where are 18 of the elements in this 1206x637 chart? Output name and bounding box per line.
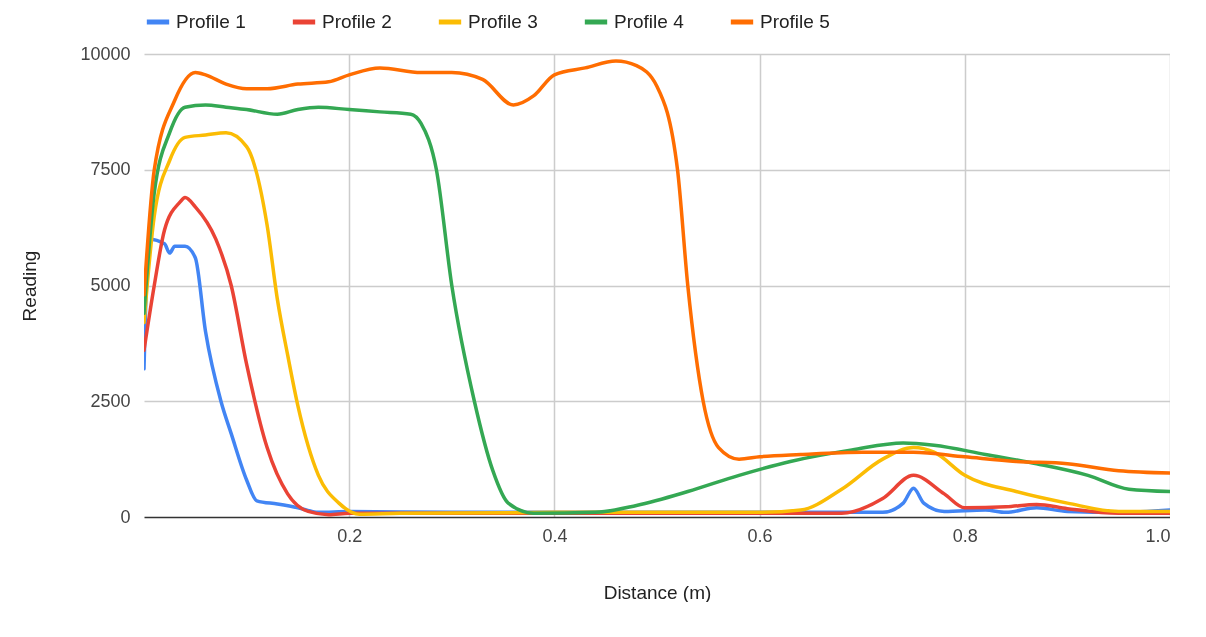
legend-label: Profile 2 xyxy=(322,11,392,32)
x-tick-label: 0.2 xyxy=(337,525,363,546)
legend-label: Profile 4 xyxy=(614,11,685,32)
line-series xyxy=(144,59,1170,475)
y-tick-label: 7500 xyxy=(90,159,131,180)
y-tick-label: 10000 xyxy=(80,43,131,64)
legend-label: Profile 1 xyxy=(176,11,246,32)
legend-label: Profile 5 xyxy=(760,11,830,32)
y-tick-label: 5000 xyxy=(90,275,131,295)
x-axis-title: Distance (m) xyxy=(603,581,712,603)
y-tick-label: 0 xyxy=(120,506,131,527)
x-tick-label: 0.8 xyxy=(952,525,978,546)
y-axis-title: Reading xyxy=(19,250,41,322)
x-tick-label: 1.0 xyxy=(1145,525,1171,546)
y-tick-label: 2500 xyxy=(90,390,131,411)
x-tick-label: 0.6 xyxy=(747,525,773,546)
legend-label: Profile 3 xyxy=(468,11,538,32)
x-tick-label: 0.4 xyxy=(542,525,568,546)
